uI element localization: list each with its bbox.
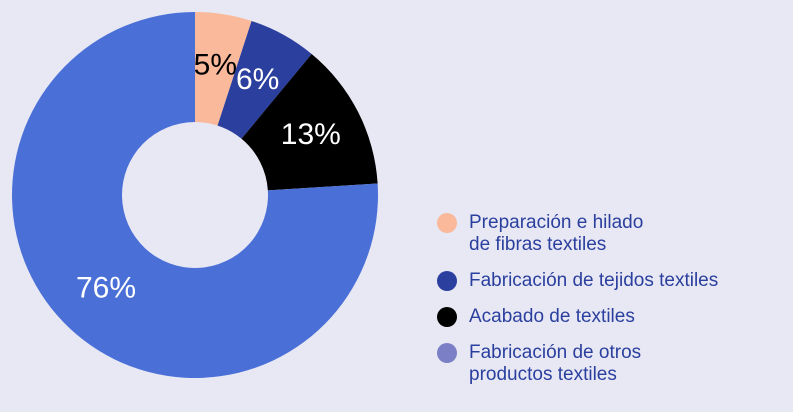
value-label: 6% xyxy=(236,63,279,96)
legend-item: Preparación e hilado de fibras textiles xyxy=(437,212,787,256)
value-label: 5% xyxy=(194,49,237,82)
slice xyxy=(11,12,378,378)
legend-label: Fabricación de tejidos textiles xyxy=(469,270,719,291)
legend: Preparación e hilado de fibras textiles F… xyxy=(437,212,787,400)
donut: 5%6%13% 76% xyxy=(11,12,378,378)
legend-item: Fabricación de tejidos textiles xyxy=(437,270,787,292)
slice xyxy=(241,53,378,191)
legend-label: Acabado de textiles xyxy=(469,306,635,327)
legend-marker xyxy=(437,271,457,291)
legend-item: Fabricación de otros productos textiles xyxy=(437,342,787,386)
slice xyxy=(217,20,312,139)
slice xyxy=(195,12,252,126)
legend-marker xyxy=(437,343,457,363)
legend-label: Fabricación de otros productos textiles xyxy=(469,342,642,385)
value-label: 13% xyxy=(281,118,341,151)
value-label: 76% xyxy=(76,272,136,305)
legend-marker xyxy=(437,213,457,233)
legend-item: Acabado de textiles xyxy=(437,306,787,328)
legend-label: Preparación e hilado de fibras textiles xyxy=(469,212,644,255)
legend-marker xyxy=(437,307,457,327)
